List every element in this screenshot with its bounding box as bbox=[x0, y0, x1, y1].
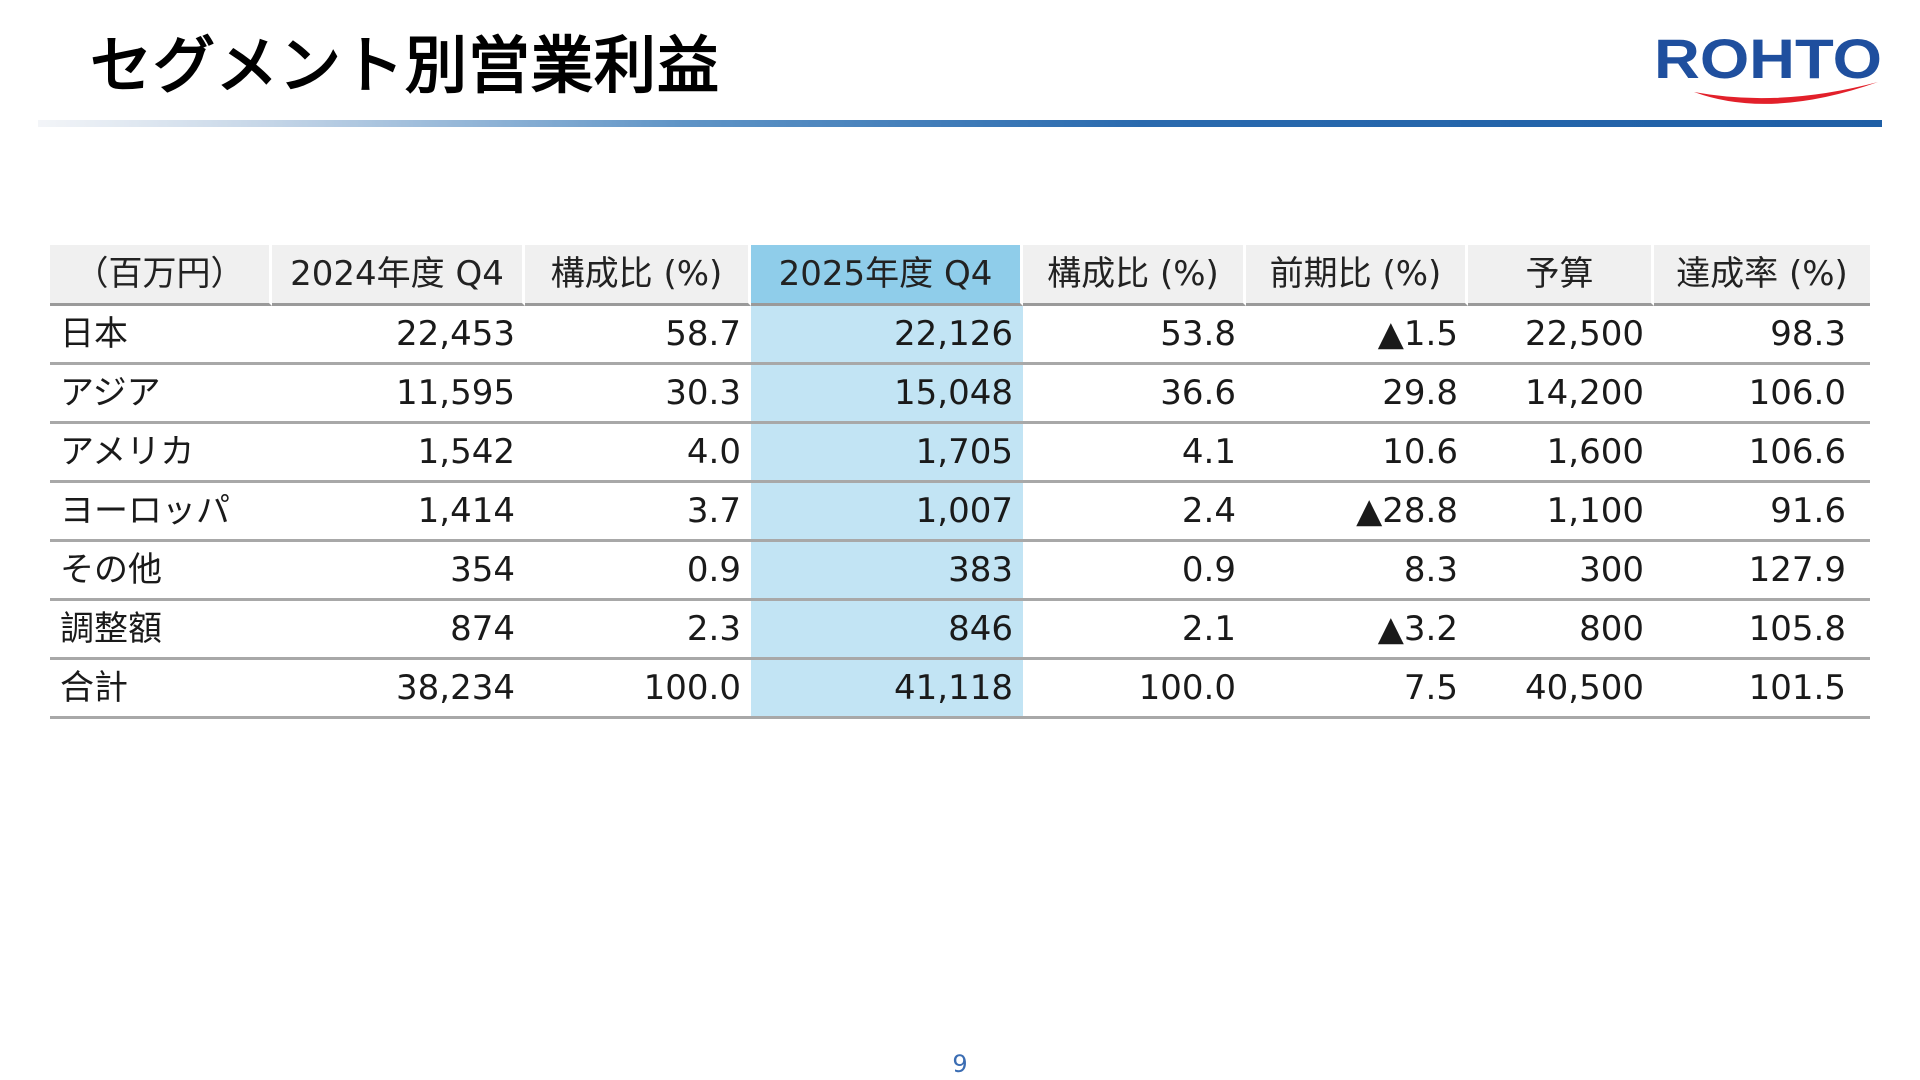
table-cell: 40,500 bbox=[1468, 660, 1654, 719]
table-cell: 101.5 bbox=[1654, 660, 1870, 719]
table-cell: ▲3.2 bbox=[1246, 601, 1468, 660]
table-cell: 0.9 bbox=[525, 542, 751, 601]
table-cell: 354 bbox=[272, 542, 525, 601]
table-cell: 2.3 bbox=[525, 601, 751, 660]
table-cell: 874 bbox=[272, 601, 525, 660]
logo-swoosh-icon bbox=[1694, 82, 1878, 104]
table-cell: 1,100 bbox=[1468, 483, 1654, 542]
table-cell: 8.3 bbox=[1246, 542, 1468, 601]
segment-label: アメリカ bbox=[50, 424, 272, 483]
table-cell: 127.9 bbox=[1654, 542, 1870, 601]
table-row: アメリカ 1,542 4.0 1,705 4.1 10.6 1,600 106.… bbox=[50, 424, 1870, 483]
table-cell: 98.3 bbox=[1654, 306, 1870, 365]
table-cell: 800 bbox=[1468, 601, 1654, 660]
table-cell-highlighted: 1,007 bbox=[751, 483, 1023, 542]
table-cell: 30.3 bbox=[525, 365, 751, 424]
table-cell: 14,200 bbox=[1468, 365, 1654, 424]
header-fy2025-q4: 2025年度 Q4 bbox=[751, 245, 1023, 306]
rohto-logo: ROHTO bbox=[1650, 20, 1890, 116]
table-row: ヨーロッパ 1,414 3.7 1,007 2.4 ▲28.8 1,100 91… bbox=[50, 483, 1870, 542]
table-cell-highlighted: 15,048 bbox=[751, 365, 1023, 424]
table-cell: ▲28.8 bbox=[1246, 483, 1468, 542]
table-row: アジア 11,595 30.3 15,048 36.6 29.8 14,200 … bbox=[50, 365, 1870, 424]
table-cell: 91.6 bbox=[1654, 483, 1870, 542]
segment-label: その他 bbox=[50, 542, 272, 601]
table-cell: 1,414 bbox=[272, 483, 525, 542]
table-cell: 29.8 bbox=[1246, 365, 1468, 424]
table-cell: 1,600 bbox=[1468, 424, 1654, 483]
logo-wordmark: ROHTO bbox=[1654, 27, 1882, 90]
table-cell: 106.0 bbox=[1654, 365, 1870, 424]
table-cell-highlighted: 41,118 bbox=[751, 660, 1023, 719]
header-fy2024-q4: 2024年度 Q4 bbox=[272, 245, 525, 306]
table-cell: 3.7 bbox=[525, 483, 751, 542]
table-cell: 106.6 bbox=[1654, 424, 1870, 483]
header-yoy-change: 前期比 (%) bbox=[1246, 245, 1468, 306]
table-cell: 58.7 bbox=[525, 306, 751, 365]
header-composition-2025: 構成比 (%) bbox=[1023, 245, 1246, 306]
segment-operating-profit-table: （百万円） 2024年度 Q4 構成比 (%) 2025年度 Q4 構成比 (%… bbox=[50, 245, 1870, 719]
rohto-logo-mark: ROHTO bbox=[1654, 27, 1882, 104]
segment-label: 日本 bbox=[50, 306, 272, 365]
table-cell-highlighted: 1,705 bbox=[751, 424, 1023, 483]
page-number: 9 bbox=[952, 1050, 968, 1078]
segment-profit-table-container: （百万円） 2024年度 Q4 構成比 (%) 2025年度 Q4 構成比 (%… bbox=[50, 245, 1870, 719]
table-row: 日本 22,453 58.7 22,126 53.8 ▲1.5 22,500 9… bbox=[50, 306, 1870, 365]
table-cell: 100.0 bbox=[1023, 660, 1246, 719]
segment-label: 合計 bbox=[50, 660, 272, 719]
page-title: セグメント別営業利益 bbox=[90, 29, 721, 102]
table-cell: 22,453 bbox=[272, 306, 525, 365]
table-cell: 22,500 bbox=[1468, 306, 1654, 365]
table-cell: 11,595 bbox=[272, 365, 525, 424]
table-cell-highlighted: 22,126 bbox=[751, 306, 1023, 365]
table-cell: 4.1 bbox=[1023, 424, 1246, 483]
table-cell: 10.6 bbox=[1246, 424, 1468, 483]
table-cell: 2.1 bbox=[1023, 601, 1246, 660]
table-cell: 36.6 bbox=[1023, 365, 1246, 424]
table-row: 調整額 874 2.3 846 2.1 ▲3.2 800 105.8 bbox=[50, 601, 1870, 660]
header-unit: （百万円） bbox=[50, 245, 272, 306]
header-composition-2024: 構成比 (%) bbox=[525, 245, 751, 306]
title-divider bbox=[38, 120, 1882, 127]
segment-label: アジア bbox=[50, 365, 272, 424]
table-cell: 300 bbox=[1468, 542, 1654, 601]
table-header-row: （百万円） 2024年度 Q4 構成比 (%) 2025年度 Q4 構成比 (%… bbox=[50, 245, 1870, 306]
segment-label: ヨーロッパ bbox=[50, 483, 272, 542]
table-cell: 38,234 bbox=[272, 660, 525, 719]
table-cell: ▲1.5 bbox=[1246, 306, 1468, 365]
table-cell: 53.8 bbox=[1023, 306, 1246, 365]
table-cell-highlighted: 846 bbox=[751, 601, 1023, 660]
segment-label: 調整額 bbox=[50, 601, 272, 660]
table-cell: 0.9 bbox=[1023, 542, 1246, 601]
table-cell-highlighted: 383 bbox=[751, 542, 1023, 601]
table-cell: 4.0 bbox=[525, 424, 751, 483]
table-row-total: 合計 38,234 100.0 41,118 100.0 7.5 40,500 … bbox=[50, 660, 1870, 719]
table-row: その他 354 0.9 383 0.9 8.3 300 127.9 bbox=[50, 542, 1870, 601]
table-cell: 1,542 bbox=[272, 424, 525, 483]
table-cell: 100.0 bbox=[525, 660, 751, 719]
table-cell: 105.8 bbox=[1654, 601, 1870, 660]
header-achievement-rate: 達成率 (%) bbox=[1654, 245, 1870, 306]
table-cell: 2.4 bbox=[1023, 483, 1246, 542]
table-cell: 7.5 bbox=[1246, 660, 1468, 719]
header-budget: 予算 bbox=[1468, 245, 1654, 306]
